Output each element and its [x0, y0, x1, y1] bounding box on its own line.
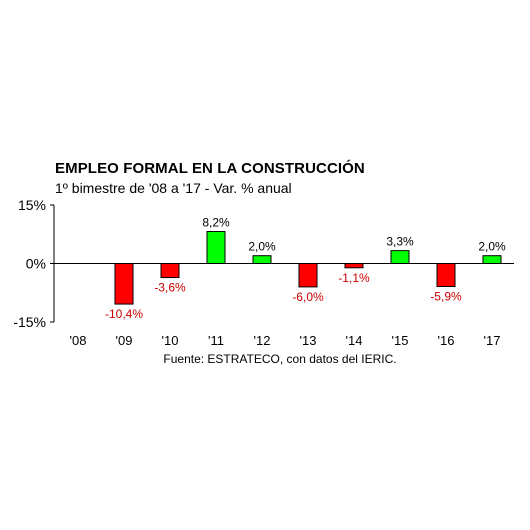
data-label: 8,2%: [202, 216, 230, 230]
x-tick-label: '09: [116, 333, 133, 348]
data-label: 2,0%: [248, 240, 276, 254]
x-tick-label: '17: [484, 333, 501, 348]
x-tick-label: '11: [208, 333, 224, 348]
data-label: -1,1%: [338, 271, 370, 285]
bar: [114, 263, 134, 305]
x-tick-label: '15: [392, 333, 409, 348]
bar: [390, 250, 410, 265]
bar: [436, 263, 456, 288]
x-tick-label: '16: [438, 333, 455, 348]
bar: [160, 263, 180, 279]
chart-title: EMPLEO FORMAL EN LA CONSTRUCCIÓN: [55, 160, 365, 177]
y-tick-label: -15%: [13, 314, 46, 330]
data-label: -10,4%: [105, 307, 143, 321]
y-tick-label: 0%: [26, 256, 46, 272]
data-label: -6,0%: [292, 290, 324, 304]
bar: [206, 231, 226, 265]
chart-subtitle: 1º bimestre de '08 a '17 - Var. % anual: [55, 180, 292, 196]
x-tick-label: '12: [254, 333, 271, 348]
data-label: 2,0%: [478, 240, 506, 254]
bar: [344, 263, 364, 269]
x-tick-label: '08: [70, 333, 87, 348]
x-tick-label: '10: [162, 333, 179, 348]
y-tick-label: 15%: [18, 197, 46, 213]
data-label: 3,3%: [386, 235, 414, 249]
bar: [298, 263, 318, 288]
bar: [252, 255, 272, 264]
data-label: -5,9%: [430, 290, 462, 304]
data-label: -3,6%: [154, 281, 186, 295]
x-tick-label: '14: [346, 333, 363, 348]
chart-source: Fuente: ESTRATECO, con datos del IERIC.: [163, 352, 397, 366]
x-tick-label: '13: [300, 333, 317, 348]
bar: [482, 255, 502, 264]
